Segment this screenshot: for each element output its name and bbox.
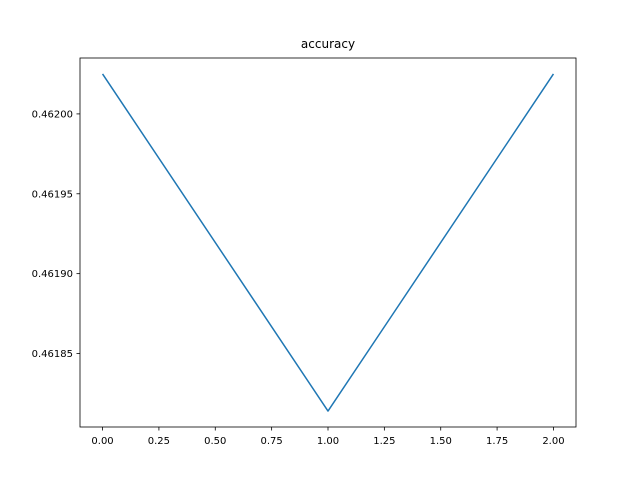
x-tick-label: 0.50 <box>204 436 226 447</box>
x-tick-label: 0.00 <box>91 436 113 447</box>
chart-title: accuracy <box>301 37 355 51</box>
x-tick-label: 2.00 <box>542 436 564 447</box>
x-tick-label: 0.75 <box>261 436 283 447</box>
plot-area <box>101 73 555 412</box>
x-tick-label: 0.25 <box>148 436 170 447</box>
y-tick-label: 0.46195 <box>32 189 73 200</box>
x-tick-label: 1.00 <box>317 436 339 447</box>
axes-frame <box>79 57 577 428</box>
x-tick-label: 1.50 <box>430 436 452 447</box>
y-tick-label: 0.46190 <box>32 269 73 280</box>
x-tick-label: 1.25 <box>373 436 395 447</box>
series-line-0 <box>101 73 555 412</box>
y-tick-label: 0.46200 <box>32 109 73 120</box>
y-tick-label: 0.46185 <box>32 349 73 360</box>
x-tick-label: 1.75 <box>486 436 508 447</box>
axes: 0.00 0.25 0.50 0.75 1.00 1.25 1.50 1.75 2.00 0.46… <box>32 57 577 447</box>
